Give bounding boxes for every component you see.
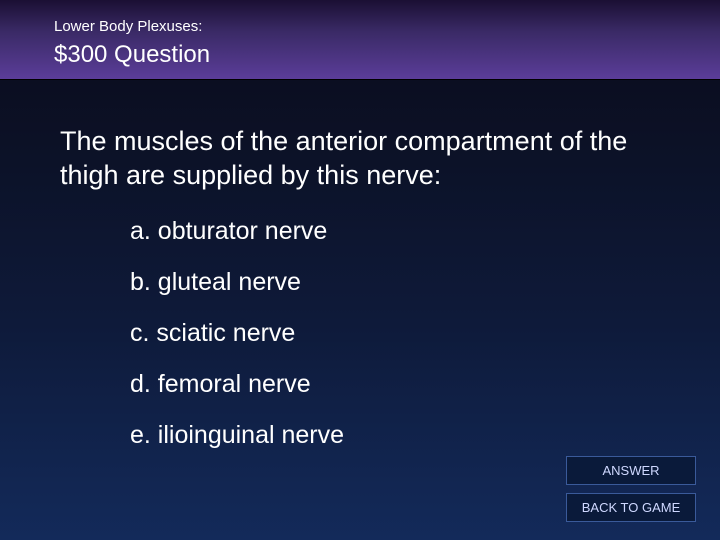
option-b: b. gluteal nerve bbox=[130, 268, 680, 297]
options-list: a. obturator nerve b. gluteal nerve c. s… bbox=[60, 217, 680, 450]
nav-buttons: ANSWER BACK TO GAME bbox=[566, 456, 696, 522]
answer-button[interactable]: ANSWER bbox=[566, 456, 696, 485]
back-to-game-button[interactable]: BACK TO GAME bbox=[566, 493, 696, 522]
slide-header: Lower Body Plexuses: $300 Question bbox=[0, 0, 720, 80]
option-d: d. femoral nerve bbox=[130, 370, 680, 399]
option-e: e. ilioinguinal nerve bbox=[130, 421, 680, 450]
option-a: a. obturator nerve bbox=[130, 217, 680, 246]
slide-content: The muscles of the anterior compartment … bbox=[0, 80, 720, 450]
question-text: The muscles of the anterior compartment … bbox=[60, 125, 680, 193]
option-c: c. sciatic nerve bbox=[130, 319, 680, 348]
value-line: $300 Question bbox=[54, 41, 720, 69]
category-label: Lower Body Plexuses: bbox=[54, 18, 720, 35]
